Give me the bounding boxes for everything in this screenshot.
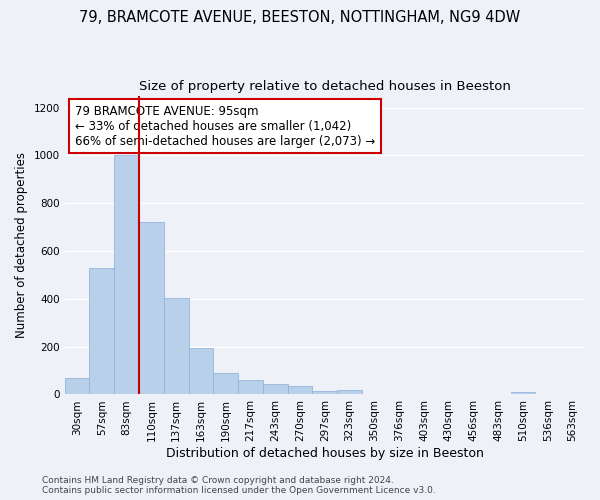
Bar	[114, 156, 139, 394]
Bar	[337, 390, 362, 394]
Y-axis label: Number of detached properties: Number of detached properties	[15, 152, 28, 338]
Text: 79, BRAMCOTE AVENUE, BEESTON, NOTTINGHAM, NG9 4DW: 79, BRAMCOTE AVENUE, BEESTON, NOTTINGHAM…	[79, 10, 521, 25]
Bar	[214, 373, 238, 394]
Bar	[238, 380, 263, 394]
Bar	[188, 348, 214, 395]
Bar	[511, 392, 535, 394]
Bar	[139, 222, 164, 394]
Text: 79 BRAMCOTE AVENUE: 95sqm
← 33% of detached houses are smaller (1,042)
66% of se: 79 BRAMCOTE AVENUE: 95sqm ← 33% of detac…	[75, 104, 376, 148]
Title: Size of property relative to detached houses in Beeston: Size of property relative to detached ho…	[139, 80, 511, 93]
Text: Contains HM Land Registry data © Crown copyright and database right 2024.
Contai: Contains HM Land Registry data © Crown c…	[42, 476, 436, 495]
Bar	[164, 298, 188, 394]
Bar	[263, 384, 287, 394]
Bar	[89, 268, 114, 394]
X-axis label: Distribution of detached houses by size in Beeston: Distribution of detached houses by size …	[166, 447, 484, 460]
Bar	[313, 391, 337, 394]
Bar	[65, 378, 89, 394]
Bar	[287, 386, 313, 394]
